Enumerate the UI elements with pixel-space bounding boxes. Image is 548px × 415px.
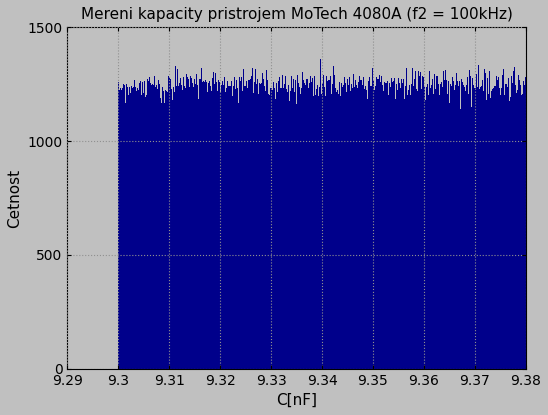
Y-axis label: Cetnost: Cetnost [7,168,22,227]
X-axis label: C[nF]: C[nF] [276,393,317,408]
Title: Mereni kapacity pristrojem MoTech 4080A (f2 = 100kHz): Mereni kapacity pristrojem MoTech 4080A … [81,7,512,22]
